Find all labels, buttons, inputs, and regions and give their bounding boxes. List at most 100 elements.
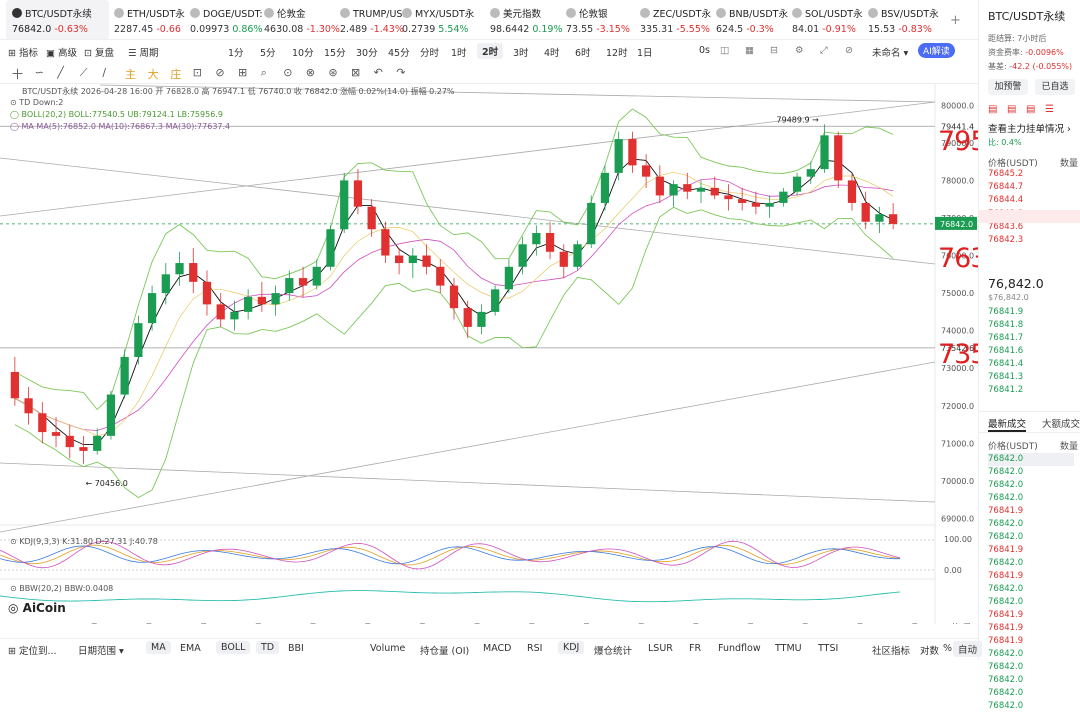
interval-7[interactable]: 1时 (451, 48, 467, 59)
date-range-button[interactable]: 日期范围 ▾ (78, 646, 124, 657)
indicator-toggle-ttsi[interactable]: TTSI (818, 643, 839, 654)
draw-tool-icon[interactable]: 大 (147, 68, 159, 81)
candle-body[interactable] (312, 266, 321, 286)
interval-13[interactable]: 1日 (637, 48, 653, 59)
interval-5[interactable]: 45分 (388, 48, 410, 59)
bid-price[interactable]: 76841.2 (988, 385, 1024, 395)
draw-tool-icon[interactable]: 十 (12, 68, 23, 81)
candle-body[interactable] (367, 206, 376, 230)
bid-price[interactable]: 76841.8 (988, 320, 1024, 330)
indicator-toggle-ttmu[interactable]: TTMU (775, 643, 802, 654)
ticker-4[interactable]: TRUMP/USD 2.489 -1.43% (340, 0, 410, 39)
indicator-toggle-td[interactable]: TD (256, 641, 280, 654)
indicator-toggle-lsur[interactable]: LSUR (648, 643, 673, 654)
candle-body[interactable] (669, 184, 678, 196)
candle-body[interactable] (106, 394, 116, 436)
interval-2[interactable]: 10分 (292, 48, 314, 59)
candle-body[interactable] (79, 447, 88, 451)
candle-body[interactable] (120, 356, 129, 395)
draw-tool-icon[interactable]: ⊗ (305, 66, 316, 79)
draw-tool-icon[interactable]: ∕ (102, 66, 107, 79)
ask-price[interactable]: 76844.7 (988, 182, 1024, 193)
candle-body[interactable] (147, 293, 157, 324)
draw-tool-icon[interactable]: ⊞ (238, 66, 248, 79)
tab-big-trades[interactable]: 大额成交 (1042, 419, 1080, 430)
ticker-8[interactable]: ZEC/USDT永 335.31 -5.55% (640, 0, 711, 39)
draw-tool-icon[interactable]: ╱ (57, 66, 64, 79)
candle-body[interactable] (559, 251, 568, 267)
candle-body[interactable] (353, 180, 363, 207)
ticker-11[interactable]: BSV/USDT永 15.53 -0.83% (868, 0, 939, 39)
bid-price[interactable]: 76841.9 (988, 307, 1024, 317)
indicator-toggle-kdj[interactable]: KDJ (558, 641, 585, 654)
draw-tool-icon[interactable]: ⌕ (260, 66, 267, 79)
candle-body[interactable] (806, 169, 815, 177)
ticker-7[interactable]: 伦敦银 73.55 -3.15% (566, 0, 630, 39)
candle-body[interactable] (381, 229, 390, 256)
indicator-toggle-bbi[interactable]: BBI (288, 643, 304, 654)
candle-body[interactable] (628, 139, 637, 166)
candle-body[interactable] (587, 202, 596, 245)
ticker-5[interactable]: MYX/USDT永 0.2739 5.54% (402, 0, 474, 39)
candle-body[interactable] (38, 413, 47, 433)
candle-body[interactable] (738, 199, 747, 203)
candle-body[interactable] (298, 278, 308, 286)
tab-latest-trades[interactable]: 最新成交 (988, 416, 1027, 432)
indicator-toggle-ma[interactable]: MA (146, 641, 171, 654)
candle-body[interactable] (792, 176, 802, 192)
candle-body[interactable] (710, 187, 719, 196)
candle-body[interactable] (230, 311, 239, 320)
candle-body[interactable] (779, 191, 788, 203)
candle-body[interactable] (449, 285, 459, 309)
compare-icon[interactable]: ⊟ (770, 45, 778, 56)
ticker-0[interactable]: BTC/USDT永续 76842.0 -0.63% (6, 0, 109, 39)
indicator-toggle-rsi[interactable]: RSI (527, 643, 543, 654)
candle-body[interactable] (24, 398, 33, 414)
layout-icon[interactable]: ▦ (745, 45, 754, 56)
candle-body[interactable] (834, 135, 843, 181)
candle-body[interactable] (573, 244, 582, 267)
settings-icon[interactable]: ⚙ (795, 45, 804, 56)
ask-price[interactable]: 76843.6 (988, 221, 1024, 232)
candle-body[interactable] (216, 304, 225, 320)
candle-body[interactable] (93, 435, 102, 451)
ticker-6[interactable]: 美元指数 98.6442 0.19% (490, 0, 563, 39)
ask-price[interactable]: 76845.2 (988, 169, 1024, 179)
candle-body[interactable] (642, 165, 651, 177)
replay-button[interactable]: ⊡ 复盘 (84, 48, 114, 59)
draw-tool-icon[interactable]: ↷ (396, 66, 406, 79)
ticker-2[interactable]: DOGE/USDT: 0.09973 0.86% (190, 0, 263, 39)
interval-9[interactable]: 3时 (513, 48, 529, 59)
ticker-3[interactable]: 伦敦金 4630.08 -1.30% (264, 0, 340, 39)
candle-body[interactable] (847, 180, 857, 203)
zero-s-label[interactable]: 0s (699, 45, 710, 56)
draw-tool-icon[interactable]: 庄 (170, 68, 182, 81)
draw-tool-icon[interactable]: ⊙ (283, 66, 293, 79)
candle-body[interactable] (751, 202, 761, 207)
indicator-toggle-fundflow[interactable]: Fundflow (718, 643, 761, 654)
candle-body[interactable] (175, 263, 184, 275)
ask-price[interactable]: 76842.3 (988, 235, 1024, 245)
draw-tool-icon[interactable]: ⊛ (328, 66, 338, 79)
candle-body[interactable] (724, 195, 733, 200)
interval-3[interactable]: 15分 (324, 48, 346, 59)
indicator-toggle-oi[interactable]: 持仓量 (OI) (420, 646, 470, 657)
locate-button[interactable]: ⊞ 定位到... (8, 646, 57, 657)
bid-price[interactable]: 76841.4 (988, 359, 1024, 369)
ai-interpret-button[interactable]: AI解读 (918, 43, 955, 58)
indicator-toggle-[interactable]: 社区指标 (872, 646, 911, 657)
fullscreen-icon[interactable]: ⤢ (820, 45, 828, 56)
candle-body[interactable] (408, 255, 417, 264)
bid-price[interactable]: 76841.6 (988, 346, 1024, 356)
candle-body[interactable] (326, 229, 335, 267)
interval-0[interactable]: 1分 (228, 48, 244, 59)
bid-price[interactable]: 76841.7 (988, 333, 1024, 343)
candle-body[interactable] (477, 311, 486, 327)
candle-body[interactable] (65, 435, 74, 448)
candle-body[interactable] (422, 255, 431, 267)
candle-body[interactable] (10, 371, 19, 399)
ticker-10[interactable]: SOL/USDT永 84.01 -0.91% (792, 0, 863, 39)
draw-tool-icon[interactable]: ⊠ (351, 66, 361, 79)
candle-body[interactable] (683, 184, 692, 192)
candle-body[interactable] (244, 296, 253, 312)
